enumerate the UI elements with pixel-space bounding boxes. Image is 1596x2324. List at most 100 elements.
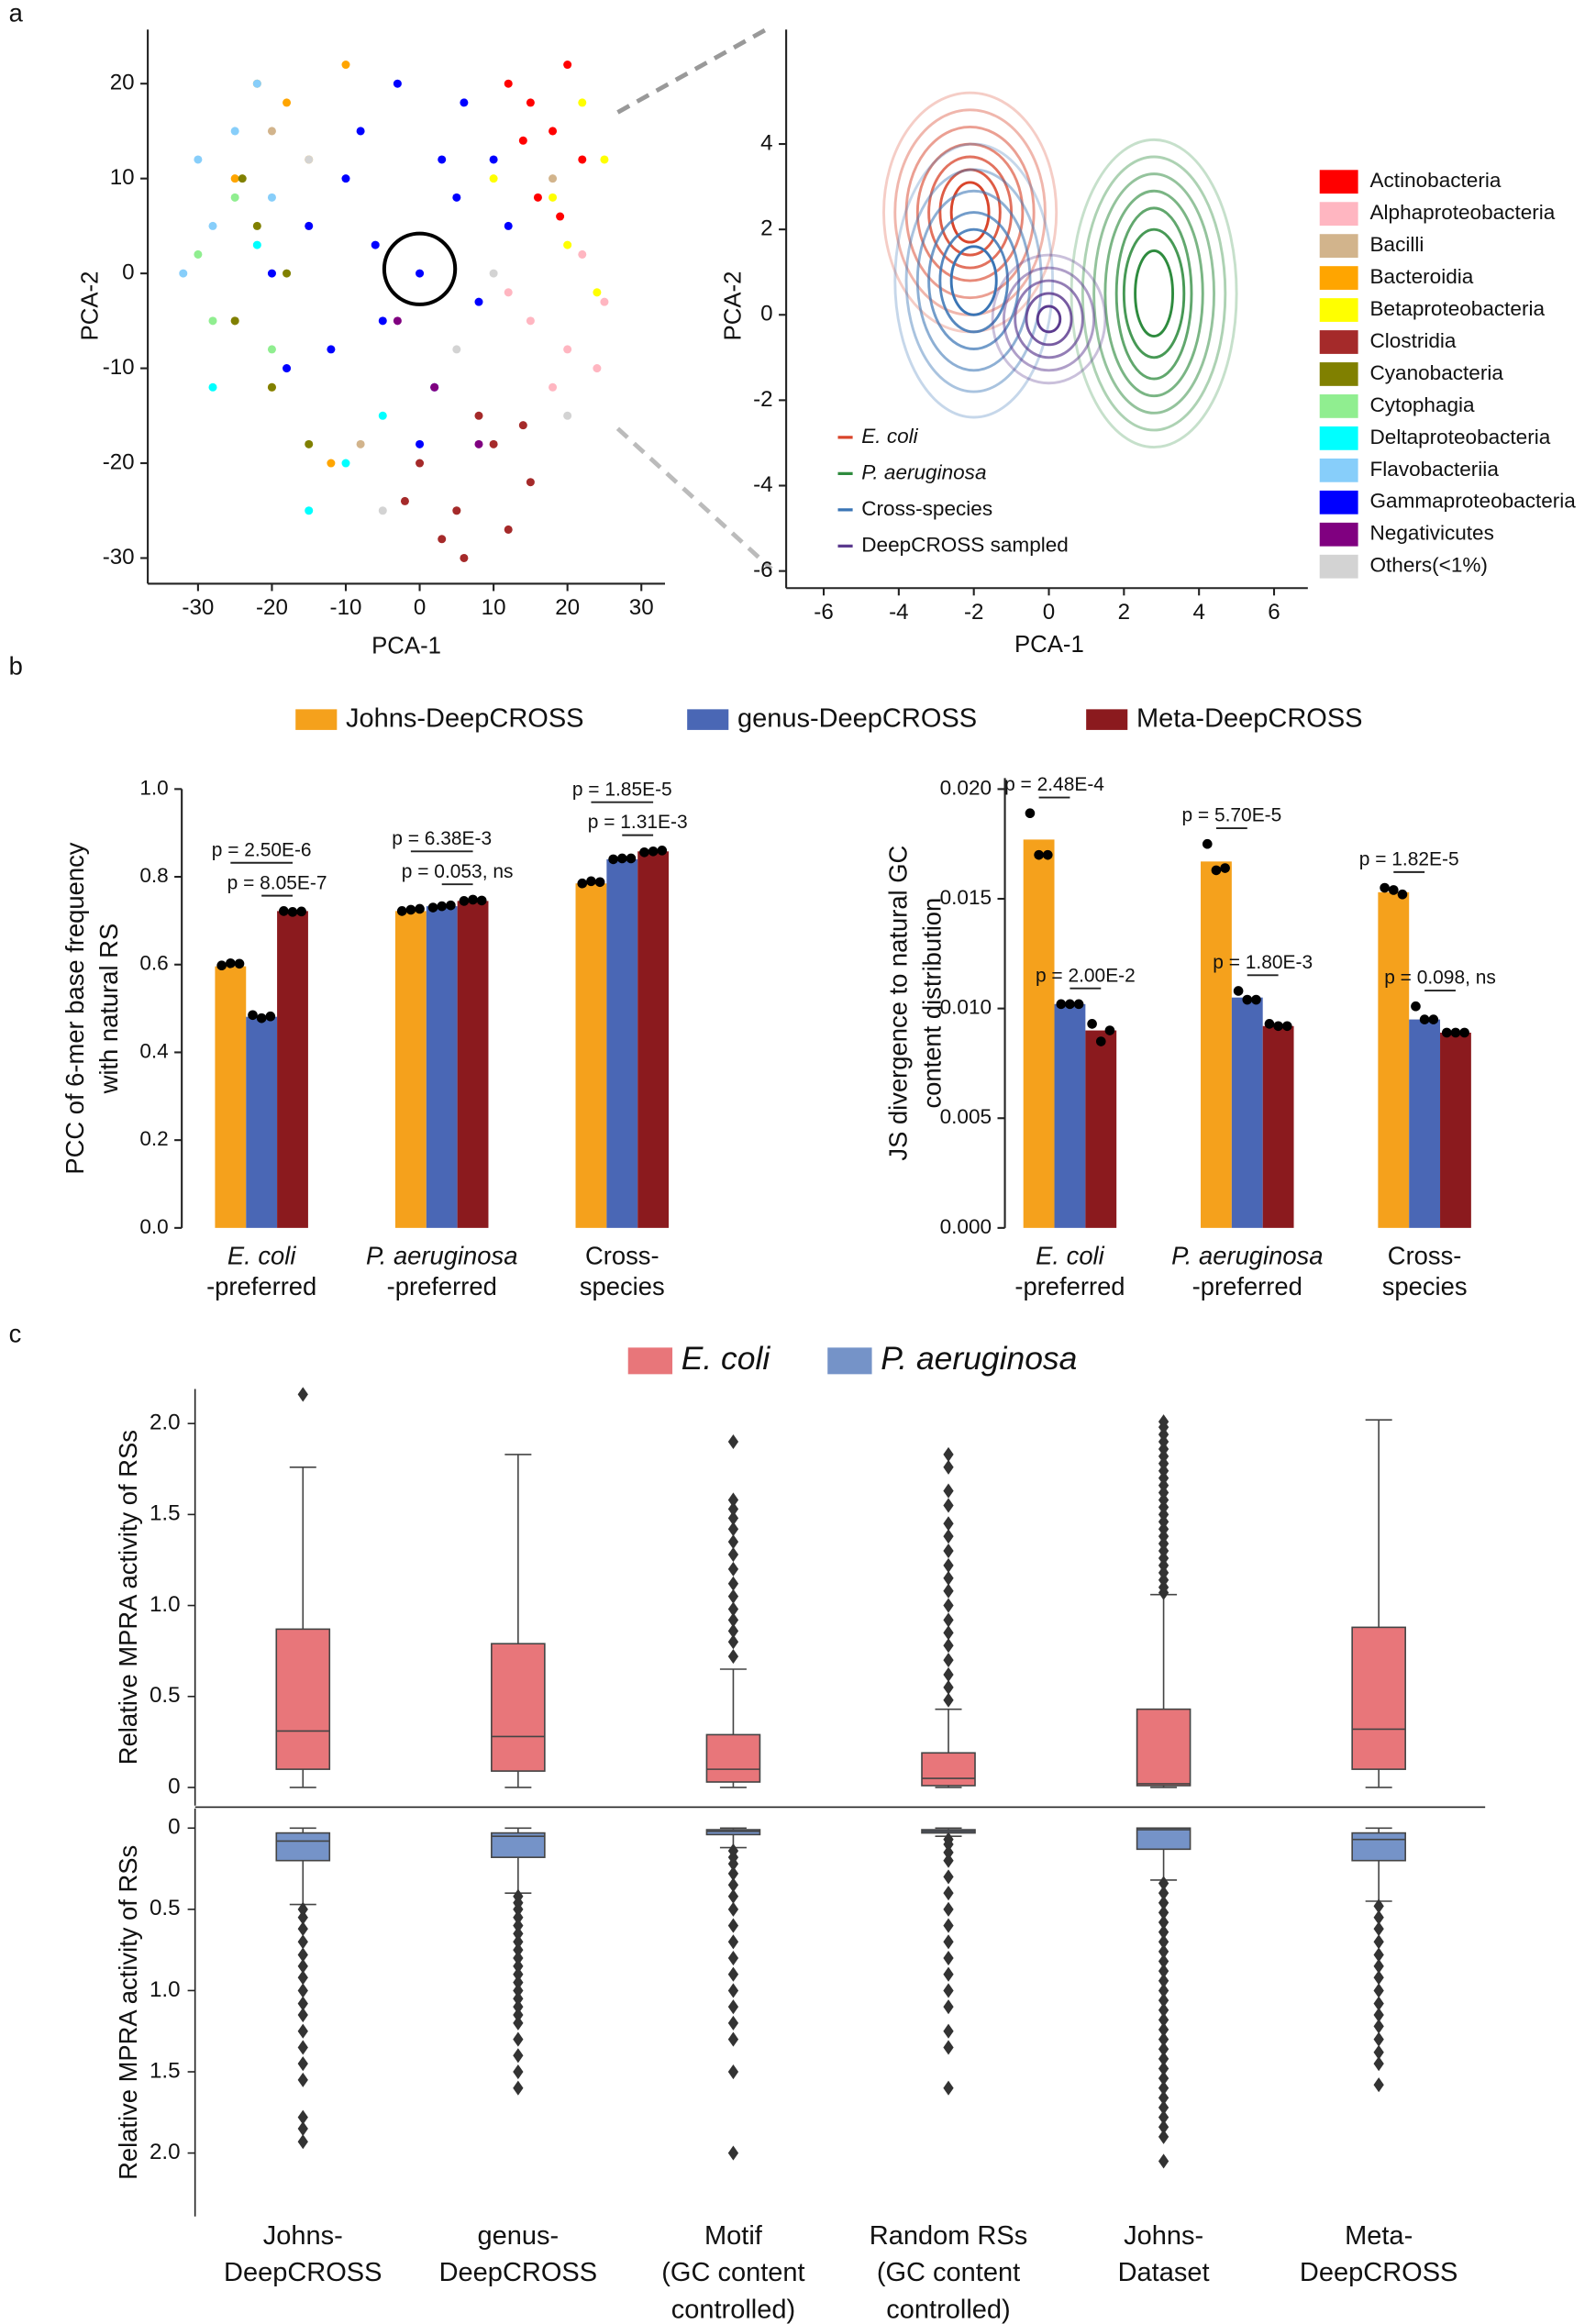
box <box>491 1643 546 1772</box>
legend-label: Actinobacteria <box>1369 169 1501 192</box>
legend-label: Bacteroidia <box>1369 265 1473 288</box>
outlier <box>297 2040 308 2055</box>
outlier <box>513 2007 524 2023</box>
point <box>593 288 602 297</box>
replicate-dot <box>427 902 438 913</box>
outlier <box>943 1638 954 1654</box>
replicate-dot <box>287 907 298 917</box>
replicate-dot <box>1073 999 1084 1010</box>
point <box>267 127 276 136</box>
x-tick-label: species <box>580 1272 665 1300</box>
legend-label: Cyanobacteria <box>1369 361 1503 384</box>
outlier <box>1158 1983 1169 1998</box>
point <box>438 155 447 164</box>
replicate-dot <box>296 906 306 917</box>
replicate-dot <box>1220 863 1230 873</box>
legend-swatch <box>1086 709 1128 730</box>
outlier <box>1158 1886 1169 1901</box>
outlier <box>943 1612 954 1628</box>
outlier <box>943 1483 954 1499</box>
x-tick-label: -preferred <box>387 1272 497 1300</box>
outlier <box>513 1975 524 1990</box>
bar <box>277 911 308 1228</box>
outlier <box>513 2080 524 2096</box>
replicate-dot <box>1056 999 1067 1010</box>
panel-label: a <box>9 0 24 27</box>
bar <box>1231 997 1263 1228</box>
x-tick-label: 0 <box>414 595 426 620</box>
point <box>305 506 314 515</box>
x-tick-label: E. coli <box>1036 1241 1104 1269</box>
x-tick-label: -preferred <box>1192 1272 1302 1300</box>
point <box>283 98 292 107</box>
replicate-dot <box>396 906 407 916</box>
point <box>179 269 188 278</box>
x-tick-label: -30 <box>182 595 214 620</box>
zoom-line <box>616 24 773 115</box>
legend-swatch <box>687 709 729 730</box>
point <box>378 506 387 515</box>
y-tick-label: -30 <box>103 545 135 570</box>
outlier <box>1373 2056 1384 2072</box>
bar <box>457 901 489 1228</box>
y-axis-label: Relative MPRA activity of RSs <box>114 1430 142 1765</box>
outlier <box>943 1853 954 1868</box>
bar <box>637 851 670 1228</box>
box <box>491 1832 546 1858</box>
point <box>563 345 572 354</box>
contour <box>1134 249 1174 338</box>
point <box>327 345 336 354</box>
legend-label: Cytophagia <box>1369 393 1475 416</box>
y-tick-label: 0.0 <box>139 1215 168 1238</box>
outlier <box>943 2023 954 2039</box>
outlier <box>943 1692 954 1708</box>
contour <box>938 168 1002 257</box>
point <box>438 535 447 544</box>
outlier <box>1158 2080 1169 2096</box>
outlier <box>943 1570 954 1586</box>
outlier <box>513 1950 524 1966</box>
point <box>305 439 314 448</box>
box <box>275 1628 331 1770</box>
p-value-label: p = 2.50E-6 <box>212 839 312 860</box>
x-tick-label: Cross- <box>1388 1241 1462 1269</box>
outlier <box>727 1561 739 1577</box>
outlier <box>727 1492 739 1508</box>
y-tick-label: 0.5 <box>150 1896 181 1920</box>
outlier <box>1373 1947 1384 1963</box>
y-tick-label: 20 <box>110 71 135 95</box>
contour <box>1002 266 1096 372</box>
outlier <box>513 2031 524 2047</box>
y-axis-label: PCA-2 <box>721 271 747 341</box>
replicate-dot <box>1450 1027 1461 1038</box>
replicate-dot <box>234 958 245 969</box>
outlier <box>1158 2061 1169 2076</box>
y-tick-label: -6 <box>753 558 772 582</box>
bar <box>215 966 247 1228</box>
x-tick-label: DeepCROSS <box>224 2258 382 2287</box>
bar <box>394 911 427 1228</box>
outlier <box>1373 2019 1384 2034</box>
contour <box>991 253 1107 385</box>
x-tick-label: Johns- <box>1124 2221 1203 2251</box>
contour <box>949 181 991 244</box>
point <box>518 421 527 430</box>
x-tick-label: E. coli <box>227 1241 296 1269</box>
legend-swatch <box>1319 170 1358 194</box>
point <box>563 411 572 420</box>
y-tick-label: 2.0 <box>150 2140 181 2164</box>
replicate-dot <box>1042 849 1053 860</box>
x-tick-label: Dataset <box>1118 2258 1210 2287</box>
contour <box>1122 227 1186 360</box>
outlier <box>513 1934 524 1950</box>
replicate-dot <box>1273 1021 1283 1032</box>
outlier <box>943 2040 954 2055</box>
box <box>1136 1827 1191 1851</box>
point <box>416 269 425 278</box>
replicate-dot <box>1441 1027 1452 1038</box>
point <box>578 98 587 107</box>
contour <box>1114 206 1193 381</box>
replicate-dot <box>608 854 618 865</box>
outlier <box>727 1534 739 1550</box>
